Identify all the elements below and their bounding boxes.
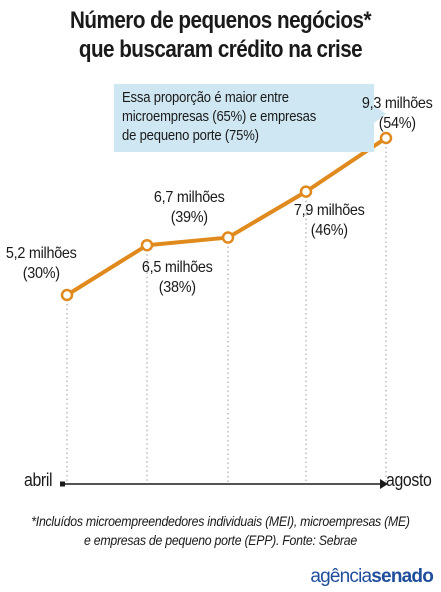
chart-title-line-1: Número de pequenos negócios* [70, 7, 371, 34]
brand-logo-part-2: senado [371, 566, 434, 587]
point-percent-label: (46%) [310, 222, 348, 239]
callout-pointer [374, 105, 386, 123]
footnote: *Incluídos microempreendedores individua… [0, 512, 441, 550]
footnote-line-2: e empresas de pequeno porte (EPP). Fonte… [84, 532, 357, 548]
data-point [221, 231, 235, 244]
point-percent-label: (30%) [22, 265, 60, 282]
x-axis-arrow [380, 479, 388, 489]
point-percent-label: (39%) [170, 209, 208, 226]
brand-logo-part-1: agência [310, 566, 372, 587]
data-point [299, 185, 313, 198]
chart-title-line-2: que buscaram crédito na crise [78, 36, 363, 63]
data-point [379, 131, 393, 145]
point-value-label: 7,9 milhões [293, 202, 365, 219]
footnote-line-1: *Incluídos microempreendedores individua… [31, 513, 410, 529]
point-label-4: 7,9 milhões (46%) [290, 201, 369, 241]
point-value-label: 6,7 milhões [153, 189, 225, 206]
data-point [140, 238, 154, 252]
point-label-5: 9,3 milhões (54%) [358, 94, 437, 134]
chart-title: Número de pequenos negócios* que buscara… [31, 6, 410, 64]
callout-line-2: microempresas (65%) e empresas [122, 109, 317, 125]
callout-line-3: de pequeno porte (75%) [122, 128, 259, 144]
callout-line-1: Essa proporção é maior entre [122, 90, 289, 106]
point-label-1: 5,2 milhões (30%) [2, 244, 81, 284]
point-value-label: 9,3 milhões [361, 95, 433, 112]
point-label-2: 6,5 milhões (38%) [138, 258, 217, 298]
point-percent-label: (38%) [158, 279, 196, 296]
point-label-3: 6,7 milhões (39%) [150, 188, 229, 228]
x-axis-end-label: agosto [386, 470, 432, 490]
point-value-label: 6,5 milhões [141, 259, 213, 276]
brand-logo: agênciasenado [310, 566, 433, 588]
point-value-label: 5,2 milhões [5, 245, 77, 262]
point-percent-label: (54%) [378, 115, 416, 132]
data-point [60, 288, 74, 302]
x-axis-start-marker [60, 481, 65, 487]
x-axis-start-label: abril [24, 470, 53, 490]
callout-box: Essa proporção é maior entre microempres… [114, 84, 374, 152]
